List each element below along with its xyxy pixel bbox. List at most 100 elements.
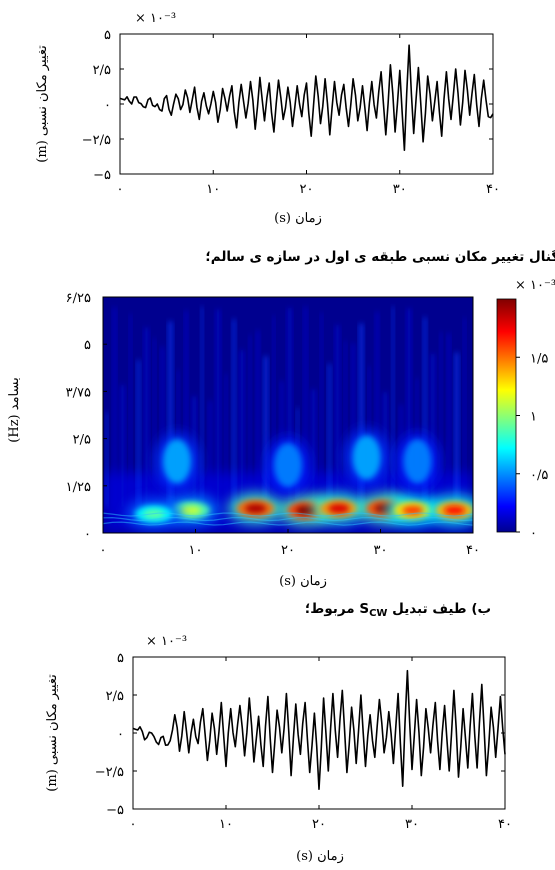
- heatmap-streak: [423, 317, 427, 507]
- heatmap-streak: [303, 306, 308, 507]
- heatmap-streak: [105, 412, 108, 507]
- heatmap-streak: [215, 309, 221, 507]
- x-axis-label: زمان (s): [296, 849, 344, 864]
- y-tick-label: ۳/۷۵: [66, 385, 91, 400]
- x-tick-label: ۱۰: [206, 182, 220, 197]
- x-tick-label: ۳۰: [374, 543, 388, 558]
- colorbar-multiplier: × ۱۰⁻³: [515, 278, 555, 293]
- heatmap-streak: [224, 374, 228, 507]
- displacement-series-line: [132, 669, 506, 790]
- heatmap-streak: [320, 312, 323, 507]
- heatmap-streak: [439, 332, 442, 507]
- x-tick-label: ۳۰: [393, 182, 407, 197]
- x-axis-label: زمان (s): [279, 574, 327, 589]
- heatmap-streak: [248, 335, 251, 507]
- heatmap-streak: [463, 317, 466, 507]
- y-tick-label: ۰: [104, 98, 111, 113]
- heatmap-streak: [153, 338, 156, 507]
- x-axis-label: زمان (s): [274, 211, 322, 226]
- x-tick-label: ۲۰: [281, 543, 295, 558]
- heatmap-field: [103, 306, 473, 533]
- signal-chart-top: ۰ ۱۰ ۲۰ ۳۰ ۴۰ ۵ ۲/۵ ۰ −۲/۵ −۵ × ۱۰⁻³ زمان (s) تغی…: [35, 11, 500, 226]
- heatmap-blob-core: [180, 505, 202, 515]
- y-tick-label: ۱/۲۵: [66, 480, 91, 495]
- y-axis-label: تغییر مکان نسبی (m): [35, 45, 50, 163]
- colorbar-tick-label: ۰: [530, 526, 537, 541]
- heatmap-blob: [163, 439, 191, 484]
- caption-b-symbol: S: [359, 601, 369, 617]
- heatmap-streak: [359, 323, 364, 507]
- y-tick-label: −۲/۵: [82, 133, 111, 148]
- caption-b-prefix: ب) طیف تبدیل: [392, 601, 491, 617]
- heatmap-streak: [168, 321, 173, 507]
- displacement-series-line: [119, 44, 494, 151]
- x-tick-label: ۴۰: [498, 817, 512, 832]
- colorbar-tick-label: ۰/۵: [530, 468, 548, 483]
- heatmap-streak: [287, 307, 292, 507]
- heatmap-streak: [272, 315, 275, 507]
- heatmap-streak: [144, 327, 149, 507]
- heatmap-ridge: [103, 516, 473, 522]
- heatmap-blob-core: [444, 505, 465, 515]
- caption-b: ب) طیف تبدیل SCW مربوط؛: [305, 601, 491, 619]
- y-tick-label: −۲/۵: [95, 765, 124, 780]
- x-tick-label: ۲۰: [312, 817, 326, 832]
- cwt-heatmap-chart: ۰ ۱۰ ۲۰ ۳۰ ۴۰ ۰ ۱/۲۵ ۲/۵ ۳/۷۵ ۵ ۶/۲۵ ۰ ۰/۵ ۱ ۱/۵ × ۱۰…: [7, 278, 555, 589]
- signal-chart-bottom: ۰ ۱۰ ۲۰ ۳۰ ۴۰ ۵ ۲/۵ ۰ −۲/۵ −۵ × ۱۰⁻³ زمان (s) تغی…: [45, 634, 512, 864]
- y-tick-label: ۶/۲۵: [66, 291, 91, 306]
- x-tick-label: ۴۰: [486, 182, 500, 197]
- y-tick-label: ۵: [84, 338, 91, 353]
- colorbar-tick-label: ۱: [530, 410, 537, 425]
- heatmap-streak: [120, 385, 125, 507]
- x-tick-label: ۳۰: [405, 817, 419, 832]
- heatmap-streak: [232, 319, 236, 507]
- heatmap-streak: [201, 306, 204, 507]
- heatmap-streak: [239, 350, 245, 507]
- axis-multiplier: × ۱۰⁻³: [135, 11, 176, 26]
- heatmap-streak: [375, 311, 379, 507]
- y-tick-label: −۵: [106, 803, 124, 818]
- y-tick-label: ۲/۵: [93, 63, 111, 78]
- heatmap-streak: [344, 341, 347, 507]
- x-tick-label: ۱۰: [189, 543, 203, 558]
- y-axis-label: تغییر مکان نسبی (m): [45, 674, 60, 792]
- heatmap-streak: [113, 307, 117, 507]
- heatmap-blob: [352, 435, 381, 480]
- y-tick-label: −۵: [93, 168, 111, 183]
- heatmap-ridge: [103, 512, 473, 517]
- y-tick-label: ۰: [84, 527, 91, 542]
- heatmap-streak: [391, 306, 395, 507]
- plot-frame: [119, 33, 494, 175]
- y-tick-label: ۲/۵: [106, 689, 124, 704]
- heatmap-blob-core: [245, 503, 267, 513]
- heatmap-streak: [335, 325, 340, 507]
- x-tick-label: ۰: [117, 182, 124, 197]
- y-tick-label: ۵: [104, 28, 111, 43]
- x-tick-label: ۴۰: [466, 543, 480, 558]
- heatmap-streak: [184, 310, 188, 507]
- x-tick-label: ۱۰: [219, 817, 233, 832]
- heatmap-streak: [454, 352, 459, 507]
- heatmap-streak: [160, 346, 164, 507]
- y-tick-label: ۲/۵: [73, 433, 91, 448]
- heatmap-streak: [406, 308, 412, 507]
- heatmap-streak: [351, 343, 355, 507]
- colorbar-tick-label: ۱/۵: [530, 351, 548, 366]
- x-tick-label: ۰: [130, 817, 137, 832]
- heatmap-streak: [136, 359, 141, 507]
- x-tick-label: ۰: [100, 543, 107, 558]
- axis-multiplier: × ۱۰⁻³: [146, 634, 187, 649]
- caption-a: الف) سیگنال تغییر مکان نسبی طبقه ی اول د…: [205, 248, 555, 265]
- heatmap-streak: [311, 389, 316, 507]
- heatmap-streak: [263, 356, 268, 507]
- heatmap-blob: [274, 443, 302, 488]
- heatmap-streak: [327, 363, 332, 507]
- heatmap-blob-core: [328, 503, 350, 513]
- colorbar: [496, 298, 517, 533]
- heatmap-streak: [430, 353, 435, 507]
- heatmap-streak: [129, 314, 132, 507]
- heatmap-ridge: [103, 521, 473, 526]
- caption-b-suffix: مربوط؛: [305, 601, 355, 617]
- y-axis-label: بسامد (Hz): [7, 377, 22, 442]
